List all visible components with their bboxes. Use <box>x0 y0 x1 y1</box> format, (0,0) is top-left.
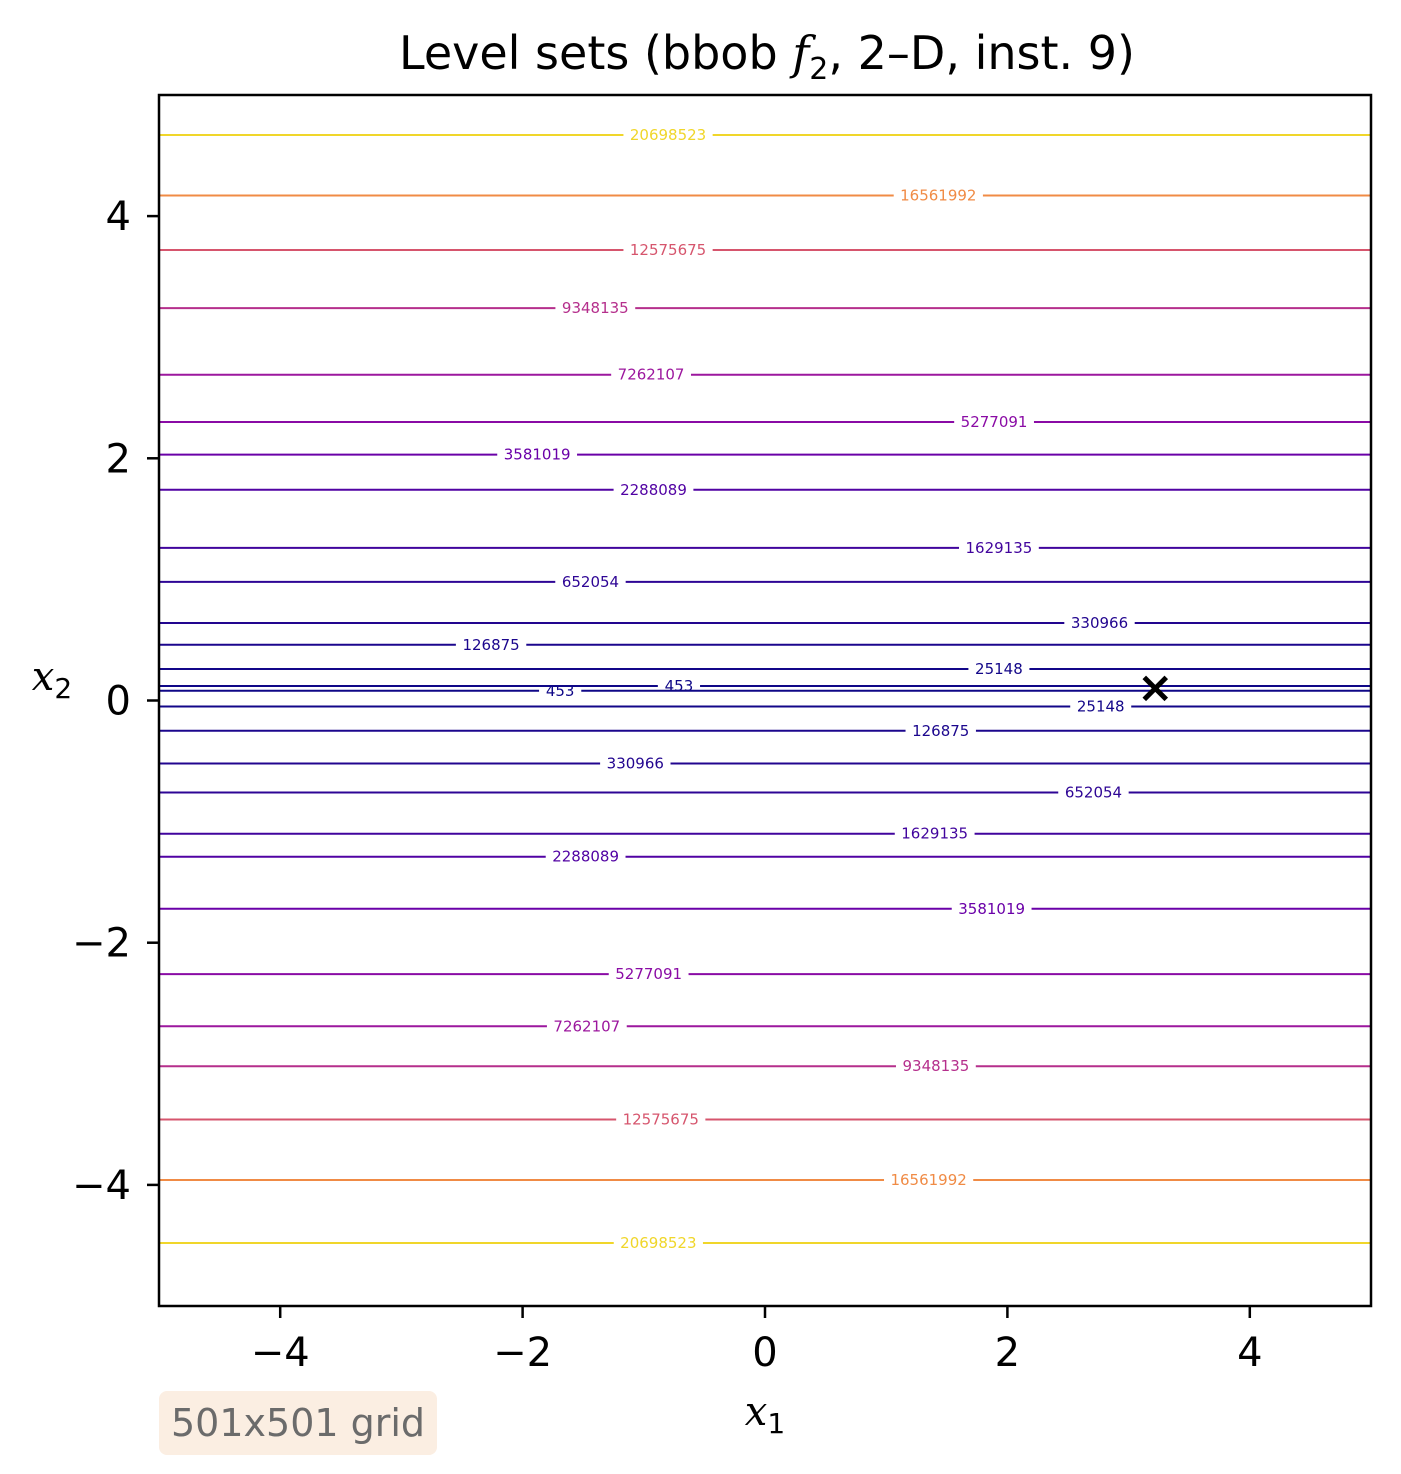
contour-level: 453 <box>159 682 1371 700</box>
contour-level: 7262107 <box>159 366 1371 384</box>
contour-level: 7262107 <box>159 1017 1371 1035</box>
contour-label: 25148 <box>1077 698 1125 716</box>
contour-level: 12575675 <box>159 1111 1371 1129</box>
contour-level: 16561992 <box>159 187 1371 205</box>
contour-level: 25148 <box>159 698 1371 716</box>
contour-level: 20698523 <box>159 1234 1371 1252</box>
contour-level: 126875 <box>159 722 1371 740</box>
chart-title-post: , 2–D, inst. 9) <box>828 26 1135 80</box>
contour-level: 453 <box>159 677 1371 695</box>
x-axis: −4 −2 0 2 4 <box>251 1306 1263 1376</box>
contour-level: 16561992 <box>159 1171 1371 1189</box>
plot-area: 20698523 16561992 12575675 9348135 7262107 52… <box>159 126 1371 1252</box>
contour-level: 3581019 <box>159 900 1371 918</box>
contour-label: 330966 <box>1071 614 1128 632</box>
y-tick-label: 2 <box>106 436 131 482</box>
contour-level: 20698523 <box>159 126 1371 144</box>
contour-label: 12575675 <box>623 1111 699 1129</box>
y-axis-label-base: x <box>32 654 55 700</box>
chart-title-pre: Level sets (bbob <box>399 26 792 80</box>
contour-level: 1629135 <box>159 825 1371 843</box>
contour-label: 126875 <box>462 636 519 654</box>
contour-level: 9348135 <box>159 299 1371 317</box>
plot-frame <box>157 93 1373 1308</box>
contour-label: 1629135 <box>966 539 1033 557</box>
contour-label: 9348135 <box>902 1057 969 1075</box>
contour-level: 9348135 <box>159 1057 1371 1075</box>
contour-level: 3581019 <box>159 446 1371 464</box>
contour-label: 12575675 <box>630 241 706 259</box>
x-axis-label: x1 <box>745 1389 785 1440</box>
x-tick-label: −2 <box>493 1330 552 1376</box>
contour-level: 5277091 <box>159 413 1371 431</box>
optimum-marker <box>1142 675 1169 702</box>
contour-label: 652054 <box>1065 784 1122 802</box>
contour-label: 7262107 <box>618 366 685 384</box>
contour-label: 652054 <box>562 573 619 591</box>
y-tick-label: −4 <box>72 1163 131 1209</box>
contour-label: 330966 <box>607 754 664 772</box>
chart-title: Level sets (bbob f2, 2–D, inst. 9) <box>399 26 1135 87</box>
grid-size-note: 501x501 grid <box>159 1391 438 1455</box>
y-tick-label: 4 <box>106 194 131 240</box>
contour-label: 5277091 <box>615 965 682 983</box>
contour-label: 5277091 <box>961 413 1028 431</box>
contour-label: 3581019 <box>504 446 571 464</box>
contour-level: 126875 <box>159 636 1371 654</box>
contour-label: 1629135 <box>901 825 968 843</box>
contour-label: 2288089 <box>552 848 619 866</box>
x-tick-label: 4 <box>1237 1330 1262 1376</box>
y-axis-label: x2 <box>32 654 72 705</box>
contour-level: 330966 <box>159 754 1371 772</box>
contour-label: 9348135 <box>562 299 629 317</box>
y-axis: −4 −2 0 2 4 <box>72 194 159 1209</box>
contour-level: 330966 <box>159 614 1371 632</box>
contour-label: 25148 <box>975 660 1023 678</box>
optimum-marker-stroke <box>1142 675 1169 702</box>
contour-level: 652054 <box>159 573 1371 591</box>
contour-level: 5277091 <box>159 965 1371 983</box>
x-tick-label: −4 <box>251 1330 310 1376</box>
grid-size-note-text: 501x501 grid <box>171 1401 426 1445</box>
contour-label: 453 <box>665 677 694 695</box>
contour-label: 2288089 <box>620 481 687 499</box>
y-tick-label: −2 <box>72 921 131 967</box>
contour-level: 1629135 <box>159 539 1371 557</box>
contour-label: 453 <box>546 682 575 700</box>
x-axis-label-sub: 1 <box>767 1407 785 1440</box>
contour-level: 25148 <box>159 660 1371 678</box>
contour-label: 3581019 <box>958 900 1025 918</box>
chart-title-sub: 2 <box>809 52 828 87</box>
contour-label: 126875 <box>912 722 969 740</box>
y-axis-label-sub: 2 <box>54 672 72 705</box>
contour-level: 2288089 <box>159 481 1371 499</box>
contour-label: 16561992 <box>900 187 976 205</box>
x-tick-label: 2 <box>995 1330 1020 1376</box>
contour-label: 7262107 <box>553 1017 620 1035</box>
contour-level: 652054 <box>159 784 1371 802</box>
contour-level: 2288089 <box>159 848 1371 866</box>
contour-label: 16561992 <box>890 1171 966 1189</box>
contour-level: 12575675 <box>159 241 1371 259</box>
y-tick-label: 0 <box>106 679 131 725</box>
contour-label: 20698523 <box>620 1234 696 1252</box>
x-axis-label-base: x <box>745 1389 768 1435</box>
x-tick-label: 0 <box>752 1330 777 1376</box>
contour-label: 20698523 <box>630 126 706 144</box>
